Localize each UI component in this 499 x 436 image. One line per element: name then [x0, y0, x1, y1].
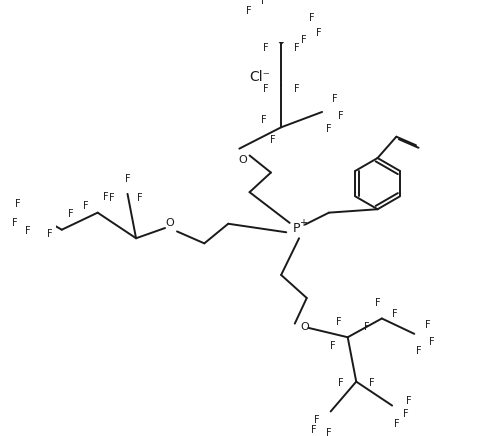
- Text: F: F: [103, 192, 109, 202]
- Text: F: F: [406, 396, 412, 406]
- Text: F: F: [364, 322, 369, 332]
- Text: F: F: [326, 124, 332, 134]
- Text: F: F: [392, 309, 398, 319]
- Text: F: F: [294, 84, 299, 94]
- Text: F: F: [67, 209, 73, 219]
- Text: F: F: [246, 6, 251, 16]
- Text: F: F: [336, 317, 342, 327]
- Text: F: F: [294, 43, 299, 53]
- Text: F: F: [261, 0, 267, 6]
- Text: O: O: [239, 155, 247, 165]
- Text: F: F: [15, 199, 21, 209]
- Text: F: F: [311, 425, 316, 435]
- Text: F: F: [314, 415, 320, 425]
- Text: P: P: [293, 221, 300, 235]
- Text: F: F: [416, 346, 421, 356]
- Text: +: +: [299, 218, 307, 228]
- Text: F: F: [329, 341, 335, 351]
- Text: F: F: [109, 193, 115, 203]
- Text: F: F: [25, 226, 30, 236]
- Text: F: F: [270, 135, 275, 145]
- Text: F: F: [301, 35, 307, 45]
- Text: F: F: [83, 201, 88, 211]
- Text: Cl⁻: Cl⁻: [250, 70, 270, 84]
- Text: F: F: [429, 337, 434, 347]
- Text: F: F: [425, 320, 431, 330]
- Text: F: F: [369, 378, 374, 388]
- Text: F: F: [316, 28, 321, 38]
- Text: F: F: [125, 174, 130, 184]
- Text: F: F: [326, 428, 332, 436]
- Text: O: O: [166, 218, 175, 228]
- Text: F: F: [263, 84, 268, 94]
- Text: F: F: [137, 193, 142, 203]
- Text: F: F: [332, 94, 338, 104]
- Text: O: O: [301, 322, 309, 332]
- Text: F: F: [394, 419, 399, 429]
- Text: F: F: [338, 111, 344, 121]
- Text: F: F: [375, 298, 380, 308]
- Text: F: F: [12, 218, 17, 228]
- Text: F: F: [47, 229, 53, 239]
- Text: F: F: [309, 13, 315, 23]
- Text: F: F: [338, 378, 344, 388]
- Text: F: F: [403, 409, 409, 419]
- Text: F: F: [263, 43, 268, 53]
- Text: F: F: [261, 116, 267, 126]
